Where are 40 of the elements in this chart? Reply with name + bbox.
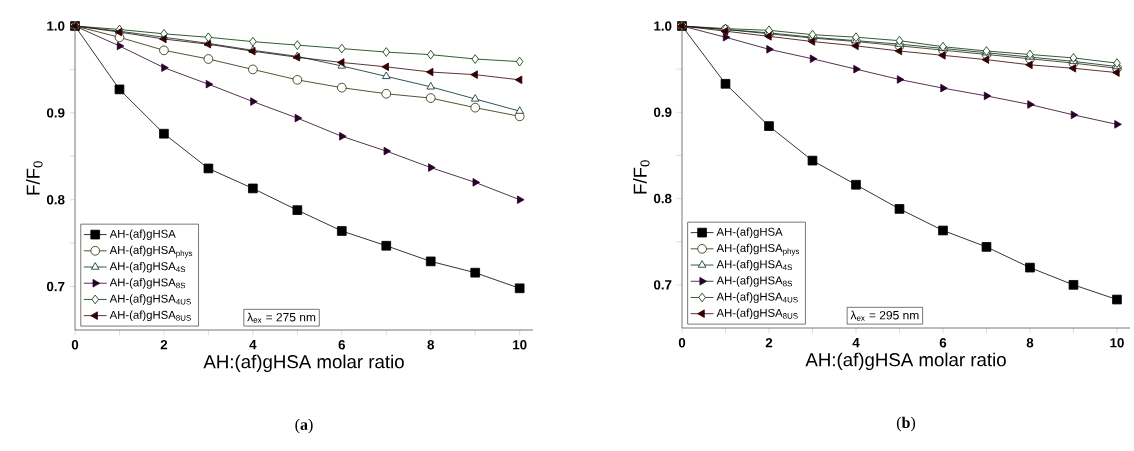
text: (b)	[896, 416, 916, 432]
legend-label: AH-(af)gHSA$_{phys}$	[716, 243, 800, 256]
y-tick-label: 0.7	[46, 281, 65, 292]
y-tick-label: 0.7	[653, 280, 672, 290]
x-tick-label: 4	[249, 340, 257, 350]
x-tick-label: 6	[939, 338, 947, 348]
y-tick-label: 0.9	[653, 107, 672, 117]
legend-label: AH-(af)gHSA$_{4S}$	[716, 259, 792, 271]
x-tick-label: 8	[1026, 338, 1034, 348]
legend-label: AH-(af)gHSA	[716, 227, 783, 239]
x-tick-label: 4	[852, 338, 860, 348]
y-tick-label: 0.8	[46, 195, 65, 205]
x-tick-label: 2	[160, 340, 168, 350]
y-axis-title: F/F$_{0}$	[633, 160, 650, 194]
x-tick-label: 10	[513, 340, 527, 350]
x-tick-label: 2	[765, 338, 773, 348]
legend-label: AH-(af)gHSA$_{phys}$	[109, 245, 193, 258]
legend-label: AH-(af)gHSA$_{8US}$	[109, 310, 191, 322]
x-tick-label: 0	[678, 338, 686, 348]
text: (a)	[295, 418, 313, 434]
legend-label: AH-(af)gHSA$_{4S}$	[109, 261, 186, 273]
x-tick-label: 6	[338, 340, 346, 350]
y-tick-label: 1.0	[654, 21, 672, 31]
y-axis-title: F/F$_{0}$	[26, 161, 43, 195]
legend-label: AH-(af)gHSA$_{8S}$	[109, 278, 186, 289]
legend-label: AH-(af)gHSA$_{4US}$	[109, 294, 191, 305]
annotation: λ$_{ex}$ = 295 nm	[850, 310, 919, 321]
x-axis-title: AH:(af)gHSA molar ratio	[203, 354, 404, 373]
legend-label: AH-(af)gHSA	[109, 229, 176, 241]
y-tick-label: 0.8	[653, 193, 672, 204]
y-tick-label: 1.0	[47, 21, 65, 31]
legend-label: AH-(af)gHSA$_{8US}$	[716, 308, 798, 320]
legend-label: AH-(af)gHSA$_{4US}$	[716, 292, 798, 303]
x-tick-label: 8	[427, 340, 435, 350]
y-tick-label: 0.9	[46, 108, 65, 118]
x-axis-title: AH:(af)gHSA molar ratio	[805, 352, 1006, 371]
x-tick-label: 10	[1110, 338, 1124, 348]
x-tick-label: 0	[71, 340, 79, 350]
legend-label: AH-(af)gHSA$_{8S}$	[716, 276, 792, 287]
annotation: λ$_{ex}$ = 275 nm	[247, 312, 316, 323]
